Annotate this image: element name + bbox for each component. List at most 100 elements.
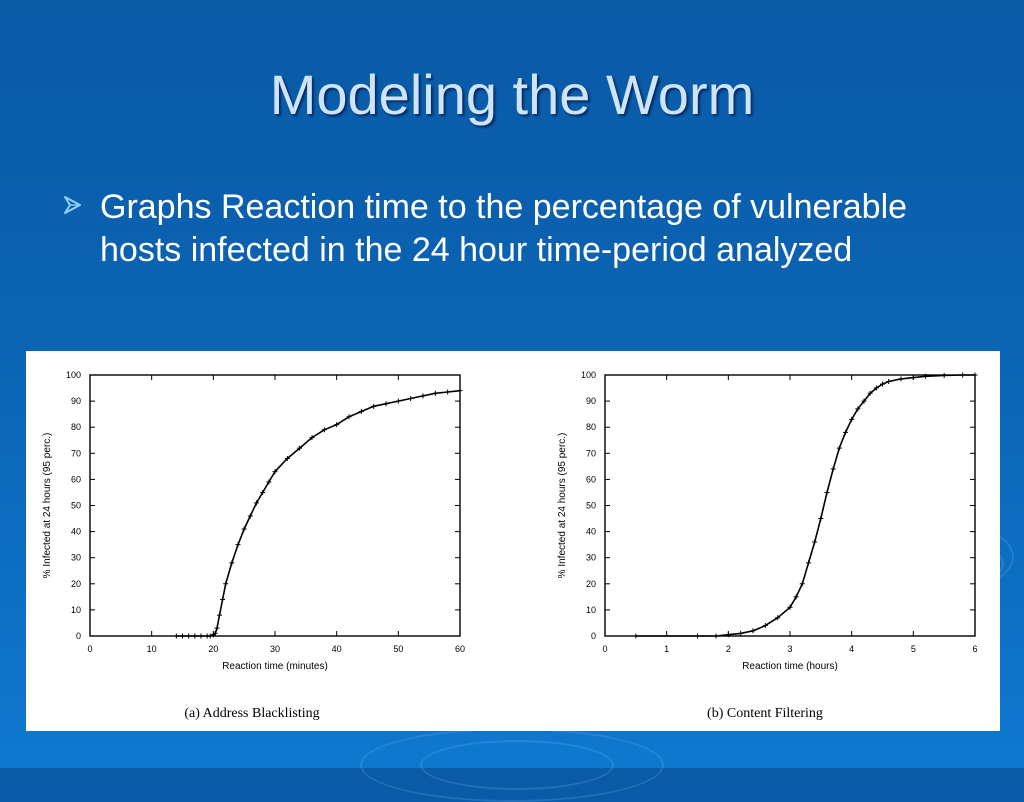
y-tick-label: 30 bbox=[586, 553, 596, 563]
y-tick-label: 100 bbox=[66, 370, 81, 380]
data-point bbox=[695, 633, 700, 639]
data-point bbox=[849, 416, 855, 422]
data-point bbox=[254, 500, 259, 506]
y-tick-label: 70 bbox=[586, 448, 596, 458]
chart-caption: (a) Address Blacklisting bbox=[184, 706, 319, 721]
data-point bbox=[818, 516, 824, 522]
data-point bbox=[843, 429, 848, 435]
x-tick-label: 4 bbox=[849, 644, 854, 654]
data-point bbox=[192, 633, 198, 639]
data-point bbox=[371, 403, 377, 409]
y-tick-label: 0 bbox=[76, 631, 81, 641]
data-point bbox=[358, 409, 364, 415]
y-tick-label: 40 bbox=[71, 527, 81, 537]
data-point bbox=[432, 390, 438, 396]
data-point bbox=[873, 385, 879, 391]
data-point bbox=[880, 381, 885, 387]
y-tick-label: 80 bbox=[586, 422, 596, 432]
x-axis-label: Reaction time (hours) bbox=[742, 661, 838, 672]
plot-frame-0 bbox=[89, 374, 461, 637]
data-point bbox=[214, 625, 220, 631]
data-point bbox=[445, 389, 451, 395]
data-point bbox=[910, 375, 916, 381]
y-axis-label: % Infected at 24 hours (95 perc.) bbox=[557, 433, 568, 579]
data-point bbox=[260, 489, 266, 495]
data-point bbox=[334, 422, 340, 428]
data-point bbox=[960, 372, 966, 378]
data-point bbox=[395, 398, 401, 404]
data-point bbox=[633, 633, 639, 639]
data-point bbox=[941, 373, 947, 379]
y-tick-label: 10 bbox=[586, 605, 596, 615]
data-point bbox=[775, 615, 781, 621]
y-axis-label: % Infected at 24 hours (95 perc.) bbox=[42, 433, 53, 579]
x-tick-label: 5 bbox=[911, 644, 916, 654]
data-point bbox=[220, 596, 226, 602]
data-point bbox=[383, 401, 389, 407]
data-point bbox=[217, 612, 222, 618]
data-point bbox=[824, 489, 830, 495]
data-point bbox=[420, 393, 426, 399]
data-point bbox=[241, 526, 247, 532]
ripple-decoration bbox=[420, 740, 614, 790]
data-point bbox=[272, 469, 278, 475]
data-point bbox=[247, 513, 253, 519]
data-point bbox=[346, 414, 352, 420]
series-line bbox=[176, 389, 461, 637]
data-point bbox=[923, 373, 929, 379]
data-point bbox=[836, 445, 842, 451]
x-tick-label: 3 bbox=[787, 644, 792, 654]
chart-caption: (b) Content Filtering bbox=[707, 706, 823, 721]
data-point bbox=[309, 435, 315, 441]
plot-frame-1 bbox=[604, 374, 976, 637]
y-tick-label: 80 bbox=[71, 422, 81, 432]
x-tick-label: 0 bbox=[602, 644, 607, 654]
data-point bbox=[812, 539, 818, 545]
x-tick-label: 50 bbox=[393, 644, 403, 654]
slide-title: Modeling the Worm bbox=[269, 63, 755, 126]
data-point bbox=[725, 632, 731, 638]
data-point bbox=[762, 623, 768, 629]
y-tick-label: 90 bbox=[71, 396, 81, 406]
data-point bbox=[186, 633, 192, 639]
y-tick-label: 60 bbox=[71, 474, 81, 484]
y-tick-label: 50 bbox=[71, 501, 81, 511]
data-point bbox=[738, 630, 744, 636]
data-point bbox=[855, 406, 861, 412]
series-line bbox=[635, 374, 975, 637]
data-point bbox=[266, 479, 272, 485]
data-point bbox=[229, 560, 235, 566]
data-point bbox=[806, 560, 811, 566]
data-point bbox=[284, 456, 290, 462]
y-tick-label: 0 bbox=[591, 631, 596, 641]
x-tick-label: 1 bbox=[664, 644, 669, 654]
data-point bbox=[713, 633, 719, 639]
data-point bbox=[898, 376, 904, 382]
y-tick-label: 60 bbox=[586, 474, 596, 484]
data-point bbox=[972, 372, 978, 378]
x-tick-label: 0 bbox=[87, 644, 92, 654]
charts-svg: 0 10 20 30 40 50 600102030405060708090100React… bbox=[42, 370, 978, 721]
data-point bbox=[799, 581, 805, 587]
x-tick-label: 6 bbox=[972, 644, 977, 654]
data-point bbox=[408, 395, 414, 401]
data-point bbox=[235, 542, 241, 548]
x-tick-label: 10 bbox=[147, 644, 157, 654]
y-tick-label: 90 bbox=[586, 396, 596, 406]
y-tick-label: 10 bbox=[71, 605, 81, 615]
data-point bbox=[198, 633, 204, 639]
y-tick-label: 20 bbox=[71, 579, 81, 589]
x-tick-label: 20 bbox=[208, 644, 218, 654]
data-point bbox=[212, 630, 218, 636]
data-point bbox=[173, 633, 179, 639]
data-point bbox=[750, 628, 756, 634]
x-tick-label: 60 bbox=[455, 644, 465, 654]
y-tick-label: 30 bbox=[71, 553, 81, 563]
x-tick-label: 40 bbox=[332, 644, 342, 654]
x-axis-label: Reaction time (minutes) bbox=[222, 661, 328, 672]
bullet-arrow-icon bbox=[64, 196, 81, 214]
y-tick-label: 70 bbox=[71, 448, 81, 458]
data-point bbox=[861, 398, 867, 404]
data-point bbox=[830, 466, 836, 472]
y-tick-label: 40 bbox=[586, 527, 596, 537]
